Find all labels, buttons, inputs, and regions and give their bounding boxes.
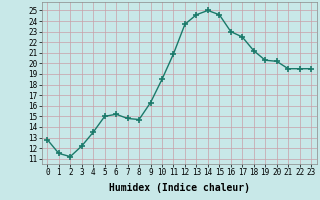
X-axis label: Humidex (Indice chaleur): Humidex (Indice chaleur) (109, 183, 250, 193)
